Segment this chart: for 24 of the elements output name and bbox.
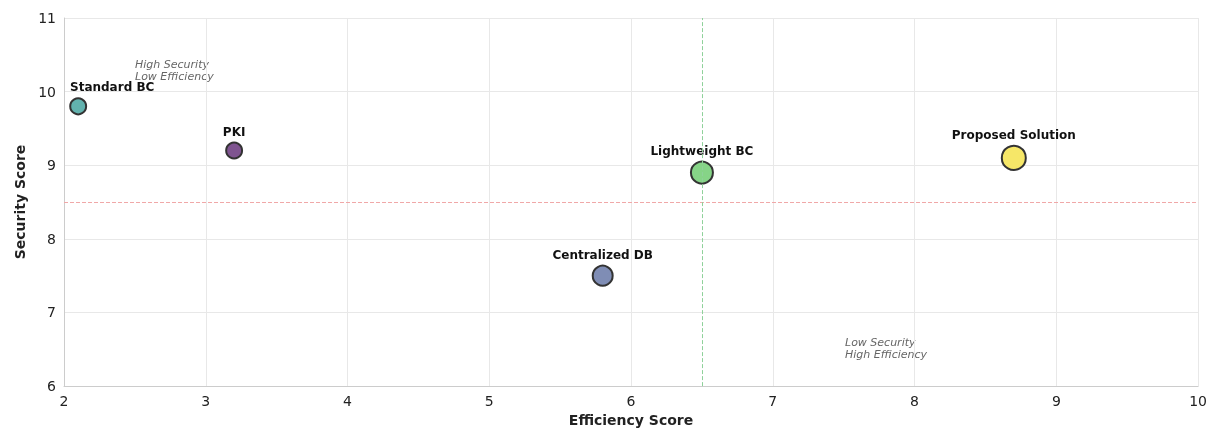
annotation: Low Security High Efficiency xyxy=(845,335,928,361)
annotation: High Security Low Efficiency xyxy=(135,57,215,83)
x-tick-label: 3 xyxy=(201,393,211,410)
x-tick-label: 8 xyxy=(910,393,920,410)
series-label: PKI xyxy=(222,124,246,139)
y-tick-label: 7 xyxy=(47,304,56,321)
x-tick-label: 7 xyxy=(768,393,778,410)
y-tick-label: 10 xyxy=(38,83,56,100)
series-label: Standard BC xyxy=(69,80,155,95)
x-tick-label: 4 xyxy=(343,393,353,410)
y-tick-label: 11 xyxy=(38,10,56,26)
x-tick-label: 5 xyxy=(484,393,494,410)
x-tick-label: 9 xyxy=(1051,393,1061,410)
y-axis-title: Security Score xyxy=(12,144,29,260)
series-label: Proposed Solution xyxy=(951,127,1076,142)
x-axis-title: Efficiency Score xyxy=(568,412,694,428)
y-tick-label: 9 xyxy=(47,157,56,174)
y-tick-label: 6 xyxy=(47,378,57,395)
x-tick-label: 6 xyxy=(626,393,636,410)
y-tick-label: 8 xyxy=(47,230,56,247)
x-tick-label: 2 xyxy=(59,393,69,410)
series-label: Centralized DB xyxy=(552,247,653,262)
series-label: Lightweight BC xyxy=(650,143,754,158)
x-tick-label: 10 xyxy=(1189,393,1208,410)
